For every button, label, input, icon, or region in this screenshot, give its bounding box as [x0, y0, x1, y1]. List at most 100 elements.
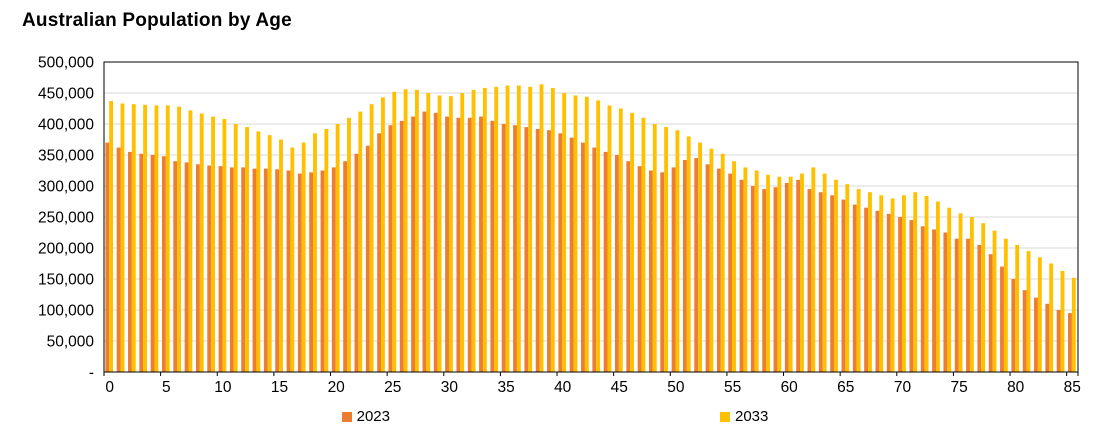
- bar-2033-age-4: [154, 105, 159, 373]
- legend-swatch-2033-icon: [720, 411, 730, 422]
- bar-2033-age-58: [766, 174, 770, 372]
- bar-2033-age-81: [1026, 251, 1031, 372]
- bar-2023-age-66: [852, 204, 857, 372]
- bar-2033-age-85: [1071, 277, 1076, 372]
- legend-item-2023: 2023: [341, 408, 390, 425]
- bar-2033-age-69: [890, 198, 895, 372]
- bar-2023-age-9: [207, 165, 212, 372]
- bar-2033-age-24: [381, 97, 385, 372]
- bar-2023-age-13: [252, 168, 257, 372]
- bar-2033-age-2: [131, 104, 136, 372]
- bar-2023-age-41: [569, 137, 574, 372]
- bar-2033-age-51: [686, 136, 691, 372]
- bar-2033-age-27: [415, 89, 419, 373]
- x-axis-label: 0: [105, 379, 114, 396]
- legend-label-2023: 2023: [356, 408, 390, 425]
- bar-2033-age-3: [143, 104, 148, 372]
- bar-2023-age-7: [184, 162, 189, 372]
- x-axis-label: 70: [894, 379, 912, 396]
- bar-2033-age-53: [709, 148, 714, 372]
- x-axis-label: 75: [950, 379, 967, 396]
- bar-2033-age-9: [211, 116, 215, 372]
- bar-2023-age-15: [275, 169, 280, 372]
- bar-2023-age-82: [1034, 297, 1038, 372]
- bar-2023-age-52: [694, 158, 699, 372]
- bar-2033-age-80: [1015, 244, 1020, 372]
- bar-2033-age-68: [879, 195, 884, 372]
- bar-2023-age-19: [320, 170, 325, 372]
- y-axis-label: -: [89, 365, 94, 382]
- bar-2033-age-26: [403, 89, 408, 372]
- bar-2033-age-31: [460, 93, 465, 372]
- x-axis-label: 85: [1064, 379, 1081, 396]
- bar-2033-age-28: [426, 93, 431, 372]
- bar-2033-age-71: [913, 192, 918, 372]
- bar-2023-age-57: [750, 186, 755, 372]
- bar-2023-age-75: [954, 238, 959, 372]
- bar-2033-age-57: [754, 170, 759, 372]
- bar-2023-age-51: [682, 159, 687, 372]
- bar-2023-age-42: [581, 142, 585, 372]
- bar-2023-age-23: [365, 145, 370, 372]
- x-axis-label: 10: [214, 379, 232, 396]
- bar-2033-age-44: [607, 105, 612, 373]
- bar-2033-age-22: [358, 111, 363, 372]
- bar-2023-age-59: [773, 187, 778, 372]
- bar-2033-age-1: [120, 103, 125, 372]
- bar-2033-age-78: [992, 230, 997, 372]
- bar-2033-age-23: [369, 104, 374, 372]
- bar-2023-age-39: [547, 130, 551, 372]
- x-axis-label: 65: [837, 379, 854, 396]
- bar-2023-age-50: [671, 167, 676, 372]
- bar-2023-age-22: [354, 153, 359, 372]
- bar-2023-age-26: [399, 120, 404, 373]
- bar-2033-age-59: [777, 176, 782, 372]
- bar-2023-age-48: [648, 170, 653, 372]
- bar-2023-age-1: [116, 147, 121, 372]
- bar-2033-age-43: [596, 100, 601, 372]
- bar-2033-age-14: [267, 135, 272, 372]
- bar-2023-age-72: [920, 226, 925, 372]
- bar-2023-age-38: [535, 128, 540, 372]
- bar-2023-age-58: [762, 189, 767, 372]
- bar-2033-age-13: [256, 131, 261, 372]
- bar-2033-age-19: [324, 128, 329, 372]
- bar-2023-age-12: [241, 167, 246, 372]
- bar-2023-age-78: [988, 254, 993, 372]
- bar-2023-age-80: [1011, 279, 1016, 372]
- bar-2033-age-7: [188, 110, 193, 373]
- bar-2023-age-11: [229, 167, 234, 372]
- x-axis-label: 5: [162, 379, 171, 396]
- bar-2033-age-39: [550, 88, 555, 372]
- bar-2023-age-64: [830, 195, 835, 372]
- plot-border: [103, 61, 1079, 373]
- bar-2023-age-3: [139, 153, 144, 372]
- bar-2033-age-33: [482, 88, 487, 372]
- bar-2023-age-0: [105, 142, 110, 372]
- bar-2023-age-63: [818, 192, 823, 372]
- bar-2033-age-84: [1060, 270, 1065, 372]
- bar-2033-age-63: [822, 173, 827, 372]
- bar-2023-age-35: [501, 124, 506, 372]
- bar-2033-age-18: [313, 133, 317, 372]
- bar-2033-age-82: [1037, 257, 1042, 372]
- bar-2033-age-25: [392, 91, 397, 372]
- bar-2033-age-65: [845, 184, 850, 372]
- x-axis-label: 60: [781, 379, 799, 396]
- bar-2023-age-70: [898, 217, 902, 372]
- bar-2033-age-10: [222, 119, 227, 372]
- bar-2033-age-77: [981, 223, 986, 372]
- bar-2033-age-20: [335, 124, 340, 372]
- bar-2033-age-64: [834, 179, 838, 372]
- bar-2033-age-45: [618, 108, 623, 372]
- x-axis-label: 25: [384, 379, 401, 396]
- bar-2033-age-79: [1003, 238, 1008, 372]
- bar-2033-age-30: [448, 96, 453, 372]
- bar-2033-age-37: [528, 86, 533, 373]
- bar-2033-age-49: [664, 127, 669, 372]
- x-axis-label: 80: [1007, 379, 1025, 396]
- bar-2023-age-40: [558, 133, 563, 372]
- y-axis-label: 400,000: [38, 117, 94, 134]
- bar-2023-age-10: [218, 166, 223, 372]
